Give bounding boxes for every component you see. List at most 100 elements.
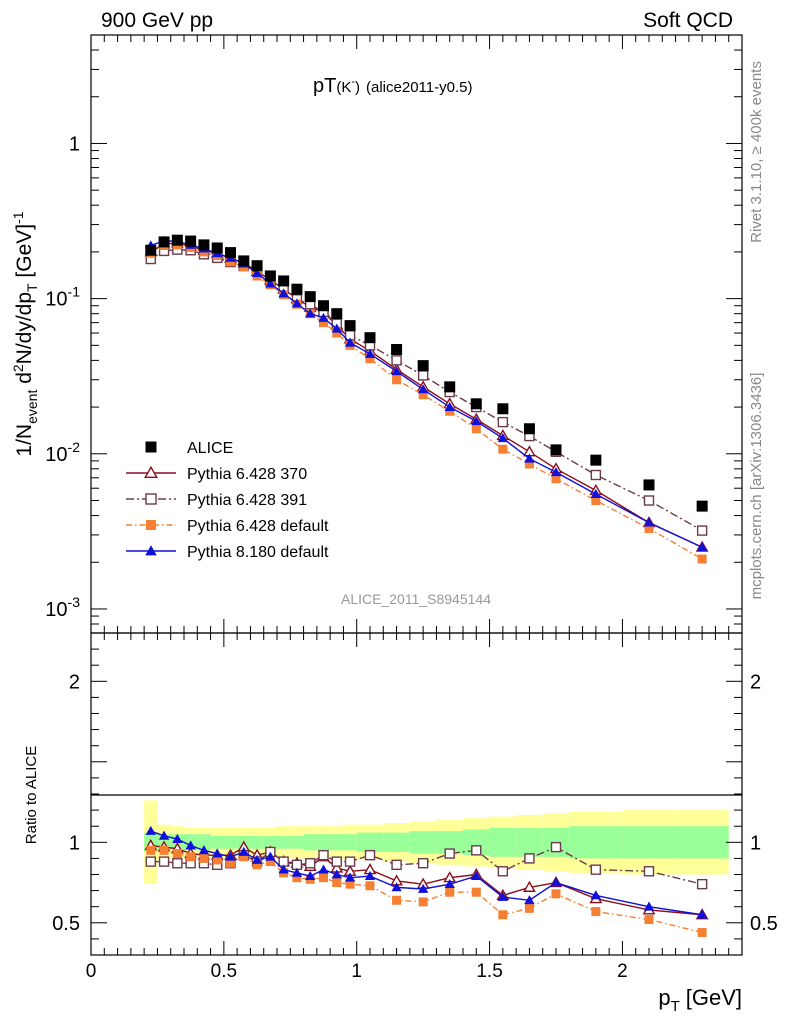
series-4-point [471, 416, 482, 426]
rivet-label: Rivet 3.1.10, ≥ 400k events [748, 61, 765, 243]
ratio-tick-label-right: 0.5 [750, 913, 778, 935]
series-1-ratio-point [523, 880, 536, 892]
series-4-point [344, 337, 356, 347]
chart-title: pT(K-) (alice2011-y0.5) [313, 75, 472, 97]
legend-item: Pythia 6.428 391 [126, 492, 307, 509]
series-3-ratio-point [644, 915, 654, 925]
ratio-band-stat [277, 835, 291, 849]
ylabel-b-sup: 2 [10, 364, 26, 372]
ylabel-c: N/dy/dp [13, 292, 36, 364]
series-3-ratio-point [332, 878, 342, 888]
legend-item: ALICE [145, 440, 233, 457]
series-2-point [497, 416, 509, 428]
series-3-ratio-point [292, 873, 302, 883]
title-particle: (K [336, 79, 351, 96]
series-4-point [318, 312, 329, 322]
series-2-ratio-point [497, 866, 509, 877]
series-4-point [305, 308, 316, 318]
series-4-point [364, 348, 376, 358]
alice-data-point [497, 403, 509, 415]
series-4-ratio-point [225, 851, 236, 861]
series-2-ratio-point [364, 849, 376, 861]
series-2-ratio-point [158, 856, 170, 867]
alice-data-point [331, 308, 343, 320]
alice-data-point [211, 242, 223, 254]
title-tag: (alice2011-y0.5) [366, 79, 472, 96]
ratio-band-stat [622, 826, 676, 859]
series-3-ratio-point [199, 853, 209, 863]
series-4-point [444, 401, 455, 411]
y-tick-label-exp: -1 [68, 284, 81, 300]
series-4-ratio-point [331, 869, 342, 879]
legend-item: Pythia 6.428 370 [126, 465, 307, 483]
series-3-ratio-point [551, 889, 561, 899]
series-4-ratio-point [158, 830, 170, 840]
alice-data-point [444, 381, 456, 393]
series-3-ratio-point [186, 852, 196, 862]
series-3-ratio-point [345, 879, 355, 889]
alice-data-point [185, 235, 197, 247]
series-4-ratio-point [291, 867, 303, 877]
series-3-point [471, 424, 481, 434]
ratio-band-stat [303, 834, 317, 851]
series-4-point [391, 366, 402, 376]
alice-data-point [523, 423, 535, 435]
series-4-ratio-point [238, 846, 249, 856]
series-3-point [392, 375, 402, 385]
series-3-point [697, 554, 707, 564]
x-tick-label: 2 [617, 961, 628, 982]
legend-item: Pythia 8.180 default [126, 544, 329, 561]
series-3-point [591, 496, 601, 506]
series-3-ratio-point [392, 895, 402, 905]
series-2-point [696, 525, 708, 536]
alice-data-point [470, 398, 482, 410]
series-2-ratio-point [391, 859, 402, 871]
legend-label: Pythia 6.428 391 [187, 492, 307, 509]
series-4-point [643, 517, 655, 527]
series-3-point [551, 474, 561, 484]
mcplots-label: mcplots.cern.ch [arXiv:1306.3436] [748, 373, 765, 600]
series-4-ratio-point [172, 833, 183, 843]
series-4-point [278, 288, 289, 298]
ratio-band-stat [409, 831, 437, 854]
series-4-point [331, 323, 342, 333]
ratio-tick-label-right: 1 [750, 832, 761, 854]
series-4-ratio-point [391, 882, 402, 892]
header-right: Soft QCD [643, 9, 733, 32]
series-2-ratio-point [318, 849, 329, 861]
series-4-ratio-point [212, 848, 223, 858]
alice-data-point [238, 255, 250, 267]
ratio-tick-label-left: 0.5 [52, 913, 80, 935]
series-4-ratio-point [471, 870, 482, 880]
series-2-ratio-point [550, 841, 562, 853]
ratio-band-stat [316, 834, 331, 851]
xlabel-sub: T [671, 998, 680, 1015]
y-tick-label: 10-3 [45, 594, 80, 621]
ratio-plot-frame [90, 632, 743, 956]
ratio-band-stat [210, 835, 224, 849]
y-tick-label: 10-2 [45, 439, 80, 466]
series-3-ratio-point [252, 860, 262, 870]
x-tick-label: 1 [351, 961, 362, 982]
series-3-point [365, 354, 375, 364]
ratio-band-stat [197, 834, 211, 851]
y-tick-label: 1 [69, 133, 80, 155]
series-3-ratio-point [524, 903, 534, 913]
series-4-ratio-point [524, 895, 535, 905]
alice-data-point [158, 236, 170, 248]
legend-label: ALICE [187, 440, 233, 457]
ratio-band-stat [223, 835, 238, 849]
legend-marker [146, 520, 156, 530]
ratio-uncertainty-bands [144, 800, 729, 885]
ratio-tick-label-left: 2 [69, 671, 80, 693]
alice-data-point [225, 247, 236, 259]
series-3-ratio-point [319, 873, 328, 883]
series-4-ratio-point [251, 854, 263, 864]
alice-data-point [643, 479, 655, 491]
series-2-ratio-point [643, 866, 655, 877]
ylabel-d: [GeV] [13, 224, 36, 284]
series-2-ratio-point [696, 878, 708, 890]
y-tick-label-base: 10 [45, 599, 67, 621]
alice-data-point [696, 500, 708, 512]
